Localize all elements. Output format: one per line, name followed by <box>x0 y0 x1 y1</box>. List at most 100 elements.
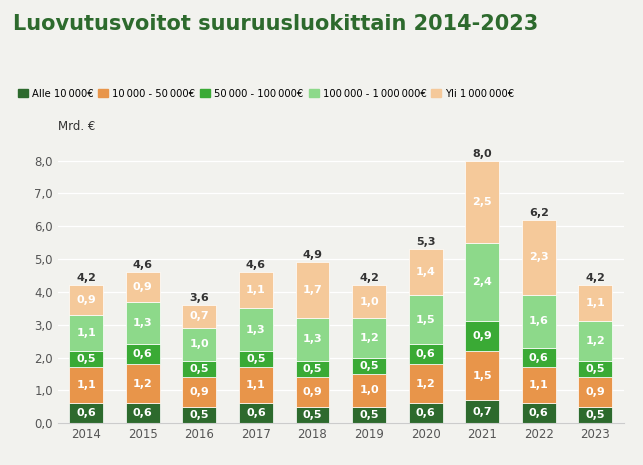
Bar <box>183 328 216 361</box>
Bar <box>579 361 612 377</box>
Text: 0,5: 0,5 <box>190 410 209 420</box>
Text: 4,2: 4,2 <box>586 273 605 283</box>
Bar <box>466 351 499 400</box>
Bar <box>522 404 556 423</box>
Bar <box>183 305 216 328</box>
Text: 0,6: 0,6 <box>133 349 152 359</box>
Bar <box>466 321 499 351</box>
Text: 1,1: 1,1 <box>246 380 266 391</box>
Bar <box>409 404 442 423</box>
Text: 1,0: 1,0 <box>359 385 379 395</box>
Bar <box>579 321 612 361</box>
Bar <box>409 345 442 364</box>
Text: 0,5: 0,5 <box>586 410 605 420</box>
Text: 0,5: 0,5 <box>586 364 605 374</box>
Bar <box>183 377 216 407</box>
Text: 6,2: 6,2 <box>529 208 548 218</box>
Bar <box>239 272 273 308</box>
Text: 1,3: 1,3 <box>133 318 152 328</box>
Bar <box>409 364 442 404</box>
Text: 0,9: 0,9 <box>77 295 96 305</box>
Bar <box>69 286 103 315</box>
Text: 2,5: 2,5 <box>473 197 492 206</box>
Bar <box>239 308 273 351</box>
Text: 1,2: 1,2 <box>133 379 152 389</box>
Bar <box>522 295 556 348</box>
Text: 0,5: 0,5 <box>303 364 322 374</box>
Text: 0,6: 0,6 <box>246 408 266 418</box>
Text: 0,5: 0,5 <box>246 354 266 364</box>
Text: 1,1: 1,1 <box>246 285 266 295</box>
Bar <box>296 262 329 318</box>
Text: 4,2: 4,2 <box>77 273 96 283</box>
Bar <box>522 348 556 367</box>
Text: 0,5: 0,5 <box>303 410 322 420</box>
Text: 1,7: 1,7 <box>303 285 322 295</box>
Text: 0,6: 0,6 <box>529 408 548 418</box>
Text: 1,1: 1,1 <box>586 299 605 308</box>
Bar <box>466 243 499 321</box>
Text: 1,5: 1,5 <box>416 315 435 325</box>
Bar <box>69 367 103 404</box>
Text: 0,7: 0,7 <box>473 407 492 417</box>
Text: 0,5: 0,5 <box>359 361 379 371</box>
Text: 1,2: 1,2 <box>416 379 435 389</box>
Bar <box>352 374 386 407</box>
Bar <box>239 351 273 367</box>
Bar <box>239 367 273 404</box>
Bar <box>352 358 386 374</box>
Bar <box>579 407 612 423</box>
Text: 1,5: 1,5 <box>473 371 492 380</box>
Text: 0,9: 0,9 <box>303 387 322 397</box>
Bar <box>239 404 273 423</box>
Text: 2,4: 2,4 <box>473 277 492 287</box>
Bar <box>69 351 103 367</box>
Bar <box>352 286 386 318</box>
Text: 0,6: 0,6 <box>416 408 435 418</box>
Text: 1,2: 1,2 <box>586 336 605 346</box>
Text: 0,6: 0,6 <box>416 349 435 359</box>
Bar <box>296 318 329 361</box>
Bar <box>183 407 216 423</box>
Text: 5,3: 5,3 <box>416 237 435 247</box>
Text: 0,6: 0,6 <box>77 408 96 418</box>
Bar <box>126 364 159 404</box>
Text: Mrd. €: Mrd. € <box>58 120 95 133</box>
Text: 3,6: 3,6 <box>190 293 209 303</box>
Text: 0,5: 0,5 <box>359 410 379 420</box>
Bar <box>579 377 612 407</box>
Bar <box>126 345 159 364</box>
Text: 2,3: 2,3 <box>529 252 548 262</box>
Legend: Alle 10 000€, 10 000 - 50 000€, 50 000 - 100 000€, 100 000 - 1 000 000€, Yli 1 0: Alle 10 000€, 10 000 - 50 000€, 50 000 -… <box>18 89 514 99</box>
Bar <box>409 249 442 295</box>
Bar <box>466 160 499 243</box>
Bar <box>579 286 612 321</box>
Text: 0,6: 0,6 <box>133 408 152 418</box>
Bar <box>126 302 159 345</box>
Text: 0,9: 0,9 <box>190 387 209 397</box>
Bar <box>69 315 103 351</box>
Text: 1,0: 1,0 <box>359 297 379 307</box>
Text: 4,2: 4,2 <box>359 273 379 283</box>
Text: 1,3: 1,3 <box>246 325 266 335</box>
Bar <box>352 407 386 423</box>
Bar <box>183 361 216 377</box>
Bar <box>522 219 556 295</box>
Text: 1,6: 1,6 <box>529 316 548 326</box>
Text: 4,9: 4,9 <box>302 250 323 260</box>
Text: 0,9: 0,9 <box>473 331 492 341</box>
Text: 0,5: 0,5 <box>190 364 209 374</box>
Text: 1,0: 1,0 <box>190 339 209 349</box>
Text: 1,2: 1,2 <box>359 333 379 343</box>
Text: 8,0: 8,0 <box>473 149 492 159</box>
Text: 0,9: 0,9 <box>133 282 152 292</box>
Bar <box>69 404 103 423</box>
Text: 0,9: 0,9 <box>586 387 605 397</box>
Text: 4,6: 4,6 <box>132 260 153 270</box>
Text: 1,1: 1,1 <box>529 380 548 391</box>
Text: 1,1: 1,1 <box>77 328 96 338</box>
Text: Luovutusvoitot suuruusluokittain 2014-2023: Luovutusvoitot suuruusluokittain 2014-20… <box>13 14 538 34</box>
Bar <box>126 404 159 423</box>
Text: 4,6: 4,6 <box>246 260 266 270</box>
Bar <box>466 400 499 423</box>
